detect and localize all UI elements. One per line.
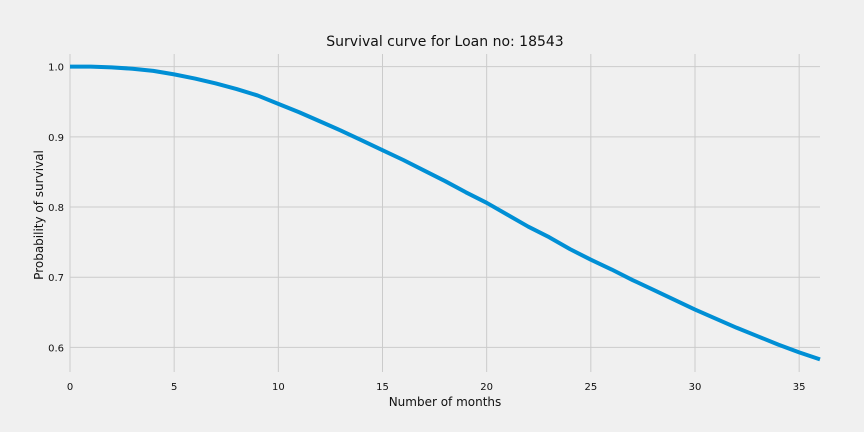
y-tick-label: 0.7 [48,273,64,284]
x-tick-label: 0 [67,382,73,393]
survival-curve-line [70,64,821,362]
x-axis-label: Number of months [389,395,502,409]
x-tick-label: 15 [376,382,389,393]
y-tick-label: 1.0 [48,63,64,74]
y-tick-label: 0.9 [48,133,64,144]
y-axis-label: Probability of survival [32,150,46,280]
y-tick-label: 0.8 [48,203,64,214]
x-tick-label: 10 [272,382,285,393]
y-tick-label: 0.6 [48,343,64,354]
tick-labels: 0 5 10 15 20 25 30 35 0.6 0.7 0.8 0.9 1.0 [48,63,805,393]
grid-lines [69,54,820,372]
x-tick-label: 20 [480,382,493,393]
x-tick-label: 25 [584,382,597,393]
chart-title: Survival curve for Loan no: 18543 [326,34,563,50]
x-tick-label: 30 [689,382,702,393]
series-layer [70,64,821,362]
x-tick-label: 35 [793,382,806,393]
x-tick-label: 5 [171,382,177,393]
